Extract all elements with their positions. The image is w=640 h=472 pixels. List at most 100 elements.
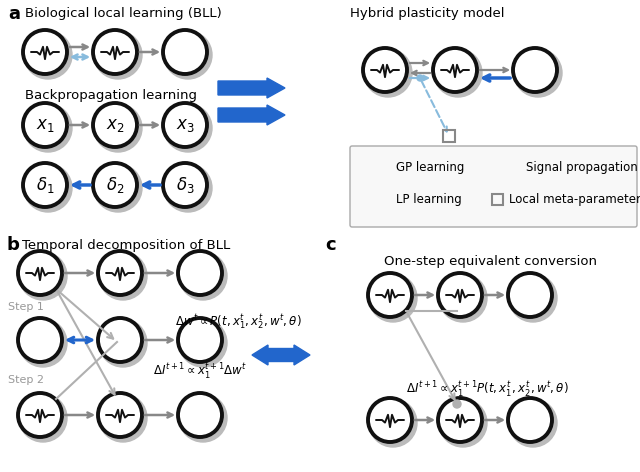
- Circle shape: [364, 49, 412, 97]
- Circle shape: [98, 251, 142, 295]
- Circle shape: [164, 104, 212, 152]
- FancyArrowPatch shape: [421, 81, 447, 131]
- FancyArrowPatch shape: [495, 166, 515, 170]
- Circle shape: [179, 394, 227, 442]
- FancyArrowPatch shape: [70, 123, 88, 127]
- FancyArrowPatch shape: [74, 182, 90, 188]
- Text: $\delta_2$: $\delta_2$: [106, 175, 124, 195]
- Circle shape: [514, 49, 562, 97]
- Text: $\delta_1$: $\delta_1$: [36, 175, 54, 195]
- Circle shape: [93, 103, 137, 147]
- Text: One-step equivalent conversion: One-step equivalent conversion: [383, 255, 596, 269]
- Circle shape: [164, 164, 212, 212]
- FancyBboxPatch shape: [350, 146, 637, 227]
- FancyArrowPatch shape: [140, 123, 157, 127]
- Circle shape: [19, 252, 67, 300]
- Text: Temporal decomposition of BLL: Temporal decomposition of BLL: [22, 238, 230, 252]
- Circle shape: [163, 163, 207, 207]
- Circle shape: [18, 251, 62, 295]
- Bar: [492, 194, 503, 205]
- Circle shape: [23, 103, 67, 147]
- Circle shape: [417, 75, 423, 81]
- Circle shape: [93, 163, 137, 207]
- Circle shape: [513, 48, 557, 92]
- Circle shape: [99, 319, 147, 367]
- Text: $x_3$: $x_3$: [175, 116, 195, 134]
- Circle shape: [178, 251, 222, 295]
- Circle shape: [94, 104, 142, 152]
- Text: $\Delta w^t \propto P(t, x_1^t, x_2^t, w^t, \theta)$: $\Delta w^t \propto P(t, x_1^t, x_2^t, w…: [175, 312, 302, 331]
- Circle shape: [438, 398, 482, 442]
- Text: Local meta-parameter: Local meta-parameter: [509, 194, 640, 207]
- Text: LP learning: LP learning: [396, 194, 461, 207]
- Circle shape: [369, 399, 417, 447]
- FancyArrowPatch shape: [65, 413, 92, 418]
- Circle shape: [179, 319, 227, 367]
- Polygon shape: [218, 78, 285, 98]
- Circle shape: [434, 49, 482, 97]
- Circle shape: [24, 164, 72, 212]
- Circle shape: [164, 31, 212, 79]
- FancyArrowPatch shape: [145, 270, 172, 276]
- Circle shape: [369, 274, 417, 322]
- Circle shape: [439, 274, 487, 322]
- FancyArrowPatch shape: [68, 337, 92, 343]
- Circle shape: [98, 318, 142, 362]
- Polygon shape: [218, 105, 285, 125]
- Text: b: b: [6, 236, 19, 254]
- Polygon shape: [252, 345, 310, 365]
- Text: c: c: [325, 236, 335, 254]
- Circle shape: [179, 252, 227, 300]
- Circle shape: [19, 394, 67, 442]
- FancyArrowPatch shape: [410, 76, 428, 80]
- Circle shape: [99, 394, 147, 442]
- Text: GP learning: GP learning: [396, 161, 465, 175]
- Text: Backpropagation learning: Backpropagation learning: [25, 89, 197, 101]
- Circle shape: [24, 31, 72, 79]
- Circle shape: [18, 393, 62, 437]
- FancyArrowPatch shape: [70, 44, 88, 50]
- FancyArrowPatch shape: [365, 166, 384, 170]
- Circle shape: [433, 48, 477, 92]
- FancyArrowPatch shape: [145, 337, 172, 343]
- Text: Step 2: Step 2: [8, 375, 44, 385]
- Circle shape: [368, 398, 412, 442]
- Circle shape: [453, 400, 461, 408]
- FancyArrowPatch shape: [365, 198, 385, 202]
- Circle shape: [163, 103, 207, 147]
- Circle shape: [19, 319, 67, 367]
- FancyArrowPatch shape: [410, 61, 428, 65]
- Circle shape: [508, 398, 552, 442]
- FancyArrowPatch shape: [415, 418, 433, 422]
- Circle shape: [99, 252, 147, 300]
- Circle shape: [363, 48, 407, 92]
- FancyArrowPatch shape: [480, 68, 508, 72]
- FancyArrowPatch shape: [140, 50, 157, 54]
- Circle shape: [93, 30, 137, 74]
- Text: $\delta_3$: $\delta_3$: [175, 175, 195, 195]
- FancyArrowPatch shape: [72, 54, 88, 59]
- Circle shape: [438, 273, 482, 317]
- Text: Step 1: Step 1: [8, 302, 44, 312]
- FancyArrowPatch shape: [484, 75, 510, 81]
- FancyArrowPatch shape: [484, 293, 502, 297]
- Circle shape: [98, 393, 142, 437]
- Bar: [443, 130, 455, 142]
- FancyArrowPatch shape: [143, 182, 160, 188]
- Circle shape: [509, 399, 557, 447]
- FancyArrowPatch shape: [145, 413, 172, 418]
- Circle shape: [508, 273, 552, 317]
- Text: Hybrid plasticity model: Hybrid plasticity model: [350, 7, 504, 19]
- FancyArrowPatch shape: [412, 71, 430, 75]
- Text: Signal propagation: Signal propagation: [526, 161, 637, 175]
- Text: $x_2$: $x_2$: [106, 116, 124, 134]
- Circle shape: [94, 164, 142, 212]
- Circle shape: [368, 273, 412, 317]
- FancyArrowPatch shape: [484, 418, 502, 422]
- Text: a: a: [8, 5, 20, 23]
- Circle shape: [163, 30, 207, 74]
- Text: $\Delta I^{t+1} \propto x_1^{t+1} \Delta w^t$: $\Delta I^{t+1} \propto x_1^{t+1} \Delta…: [153, 362, 248, 382]
- Circle shape: [24, 104, 72, 152]
- Circle shape: [509, 274, 557, 322]
- Circle shape: [94, 31, 142, 79]
